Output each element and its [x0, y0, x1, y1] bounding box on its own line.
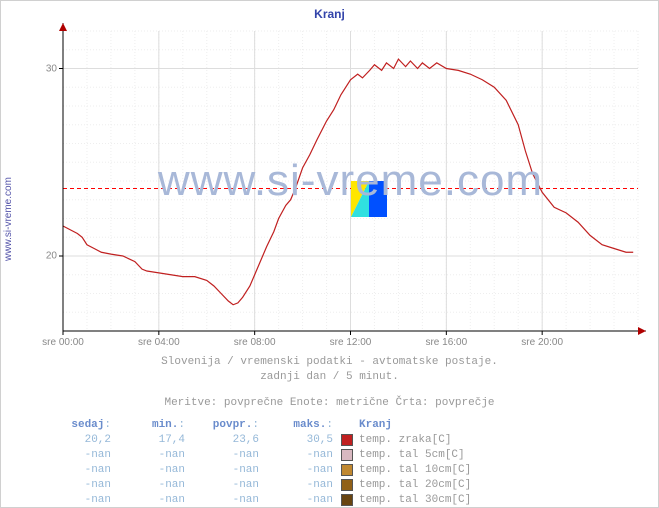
stats-header: sedaj: — [41, 419, 115, 431]
legend-swatch-icon — [341, 449, 353, 461]
y-tick-label: 20 — [46, 251, 57, 262]
x-tick-label: sre 00:00 — [42, 337, 84, 348]
stats-cell: -nan — [41, 494, 115, 506]
legend-label: temp. zraka[C] — [359, 434, 451, 446]
stats-cell: -nan — [115, 479, 189, 491]
stats-row: 20,217,423,630,5 — [41, 432, 337, 447]
legend: Kranj temp. zraka[C] temp. tal 5cm[C] temp.… — [341, 417, 471, 508]
legend-item: temp. tal 20cm[C] — [341, 477, 471, 492]
legend-item: temp. zraka[C] — [341, 432, 471, 447]
x-tick-label: sre 16:00 — [425, 337, 467, 348]
stats-cell: -nan — [263, 449, 337, 461]
legend-swatch-icon — [341, 479, 353, 491]
stats-row: -nan-nan-nan-nan — [41, 462, 337, 477]
legend-swatch-icon — [341, 434, 353, 446]
legend-item: temp. tal 30cm[C] — [341, 492, 471, 507]
stats-cell: -nan — [41, 479, 115, 491]
legend-title: Kranj — [359, 419, 392, 431]
stats-cell: -nan — [263, 464, 337, 476]
stats-cell: -nan — [115, 449, 189, 461]
legend-label: temp. tal 20cm[C] — [359, 479, 471, 491]
stats-cell: -nan — [189, 494, 263, 506]
legend-item: temp. tal 5cm[C] — [341, 447, 471, 462]
x-tick-label: sre 04:00 — [138, 337, 180, 348]
legend-swatch-icon — [341, 464, 353, 476]
caption-block-2: Meritve: povprečne Enote: metrične Črta:… — [1, 396, 658, 411]
caption-line: zadnji dan / 5 minut. — [260, 371, 399, 383]
chart-container: www.si-vreme.com Kranj www.si-vreme.com … — [0, 0, 659, 508]
caption-line: Meritve: povprečne Enote: metrične Črta:… — [164, 397, 494, 409]
stats-header: povpr.: — [189, 419, 263, 431]
stats-cell: -nan — [41, 449, 115, 461]
stats-cell: -nan — [189, 464, 263, 476]
stats-cell: 20,2 — [41, 434, 115, 446]
stats-row: -nan-nan-nan-nan — [41, 447, 337, 462]
stats-cell: 17,4 — [115, 434, 189, 446]
legend-label: temp. tal 10cm[C] — [359, 464, 471, 476]
x-tick-label: sre 12:00 — [330, 337, 372, 348]
legend-label: temp. tal 30cm[C] — [359, 494, 471, 506]
stats-cell: -nan — [263, 494, 337, 506]
stats-cell: -nan — [115, 494, 189, 506]
stats-cell: -nan — [41, 464, 115, 476]
stats-header: min.: — [115, 419, 189, 431]
stats-cell: -nan — [263, 479, 337, 491]
plot-area: www.si-vreme.com 2030 sre 00:00sre 04:00… — [63, 31, 638, 331]
stats-cell: -nan — [189, 479, 263, 491]
chart-title: Kranj — [1, 7, 658, 21]
caption-block-1: Slovenija / vremenski podatki - avtomats… — [1, 355, 658, 385]
legend-label: temp. tal 5cm[C] — [359, 449, 465, 461]
caption-line: Slovenija / vremenski podatki - avtomats… — [161, 356, 498, 368]
stats-cell: -nan — [189, 449, 263, 461]
stats-cell: 30,5 — [263, 434, 337, 446]
legend-swatch-icon — [341, 494, 353, 506]
legend-item: temp. tal 10cm[C] — [341, 462, 471, 477]
stats-row: -nan-nan-nan-nan — [41, 492, 337, 507]
stats-cell: 23,6 — [189, 434, 263, 446]
x-tick-label: sre 20:00 — [521, 337, 563, 348]
stats-table: sedaj:min.:povpr.:maks.:20,217,423,630,5… — [41, 417, 337, 508]
stats-cell: -nan — [115, 464, 189, 476]
x-tick-label: sre 08:00 — [234, 337, 276, 348]
y-tick-label: 30 — [46, 63, 57, 74]
stats-row: -nan-nan-nan-nan — [41, 477, 337, 492]
y-axis-label: www.si-vreme.com — [3, 177, 14, 261]
stats-header: maks.: — [263, 419, 337, 431]
